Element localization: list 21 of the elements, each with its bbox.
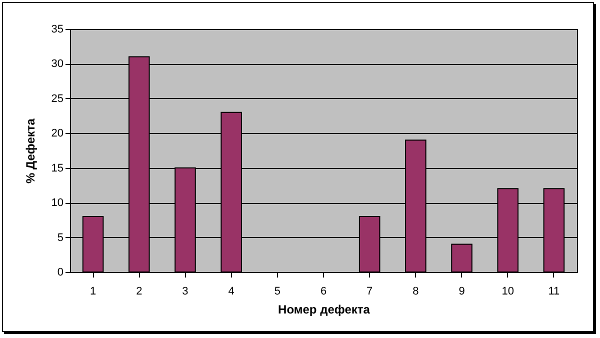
y-tick-label: 10 — [51, 197, 64, 210]
y-tick-label: 5 — [57, 232, 64, 244]
y-axis-title: % Дефекта — [23, 118, 38, 184]
x-tick-label: 6 — [320, 286, 327, 298]
y-tick-label: 15 — [51, 162, 64, 174]
x-tick-label: 3 — [182, 286, 188, 298]
y-tick-label: 20 — [51, 128, 64, 140]
y-tick-label: 30 — [51, 58, 64, 70]
x-tick-label: 2 — [136, 286, 142, 298]
y-tick-label: 25 — [51, 92, 64, 105]
x-tick-label: 1 — [90, 286, 96, 298]
x-tick-label: 8 — [412, 286, 419, 298]
y-tick-label: 0 — [57, 266, 64, 278]
x-tick-label: 5 — [274, 286, 280, 298]
x-tick-label: 10 — [502, 286, 514, 298]
x-tick-label: 9 — [458, 286, 465, 298]
x-tick-label: 7 — [366, 286, 373, 298]
x-tick-label: 11 — [548, 286, 560, 298]
y-tick-label: 35 — [51, 24, 64, 36]
x-axis-title: Номер дефекта — [278, 302, 370, 316]
x-tick-label: 4 — [228, 286, 234, 298]
